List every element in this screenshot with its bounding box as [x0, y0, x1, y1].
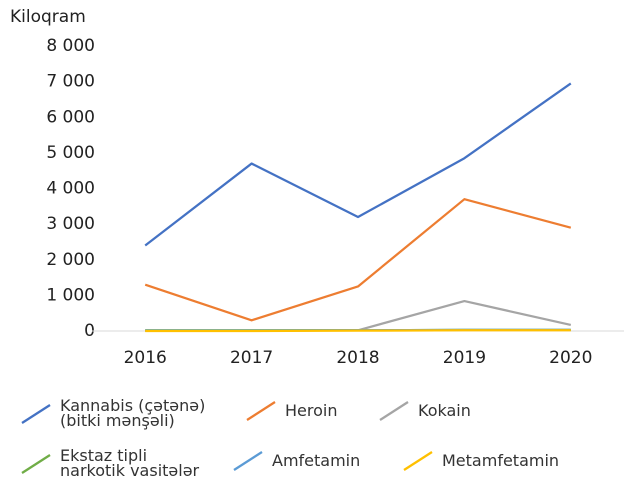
legend-icon [233, 451, 263, 471]
y-tick-label: 6 000 [46, 107, 95, 127]
legend-label: Kannabis (çətənə) (bitki mənşəli) [60, 396, 206, 430]
legend-swatch [21, 454, 51, 474]
y-tick-label: 7 000 [46, 72, 95, 92]
y-tick-label: 3 000 [46, 214, 95, 234]
legend-label: Metamfetamin [442, 450, 560, 470]
x-tick-label: 2019 [443, 348, 486, 368]
y-axis-label: Kiloqram [10, 7, 86, 27]
legend-icon [246, 401, 276, 421]
legend-label: Amfetamin [272, 450, 361, 470]
chart: Kiloqram 0 1 000 2 000 3 000 4 000 5 000 6 000… [10, 7, 624, 368]
y-tick-label: 4 000 [46, 179, 95, 199]
x-tick-label: 2018 [336, 348, 379, 368]
x-tick-label: 2017 [230, 348, 273, 368]
legend-swatch [246, 401, 276, 421]
legend-item: Amfetamin [232, 448, 392, 472]
legend-item: Heroin [245, 398, 385, 422]
legend-label: Kokain [418, 400, 471, 420]
line-series [144, 198, 572, 322]
legend-icon [21, 404, 51, 424]
legend-item: Metamfetamin [402, 448, 592, 472]
line-series [144, 82, 572, 247]
legend-label: Ekstaz tipli narkotik vasitələr [60, 446, 200, 480]
y-tick-label: 0 [84, 321, 95, 341]
legend-swatch [21, 404, 51, 424]
y-tick-label: 1 000 [46, 285, 95, 305]
legend-item: Kokain [378, 398, 548, 422]
legend-icon [379, 401, 409, 421]
legend-item: Ekstaz tipli narkotik vasitələr [20, 446, 210, 480]
legend-swatch [403, 451, 433, 471]
x-tick-label: 2020 [549, 348, 592, 368]
legend-swatch [233, 451, 263, 471]
legend-item: Kannabis (çətənə) (bitki mənşəli) [20, 396, 210, 430]
legend-icon [21, 454, 51, 474]
legend-icon [403, 451, 433, 471]
legend-swatch [379, 401, 409, 421]
x-tick-label: 2016 [124, 348, 167, 368]
y-tick-label: 5 000 [46, 143, 95, 163]
y-tick-label: 2 000 [46, 250, 95, 270]
legend-label: Heroin [285, 400, 338, 420]
y-tick-label: 8 000 [46, 36, 95, 56]
line-series [145, 329, 571, 333]
